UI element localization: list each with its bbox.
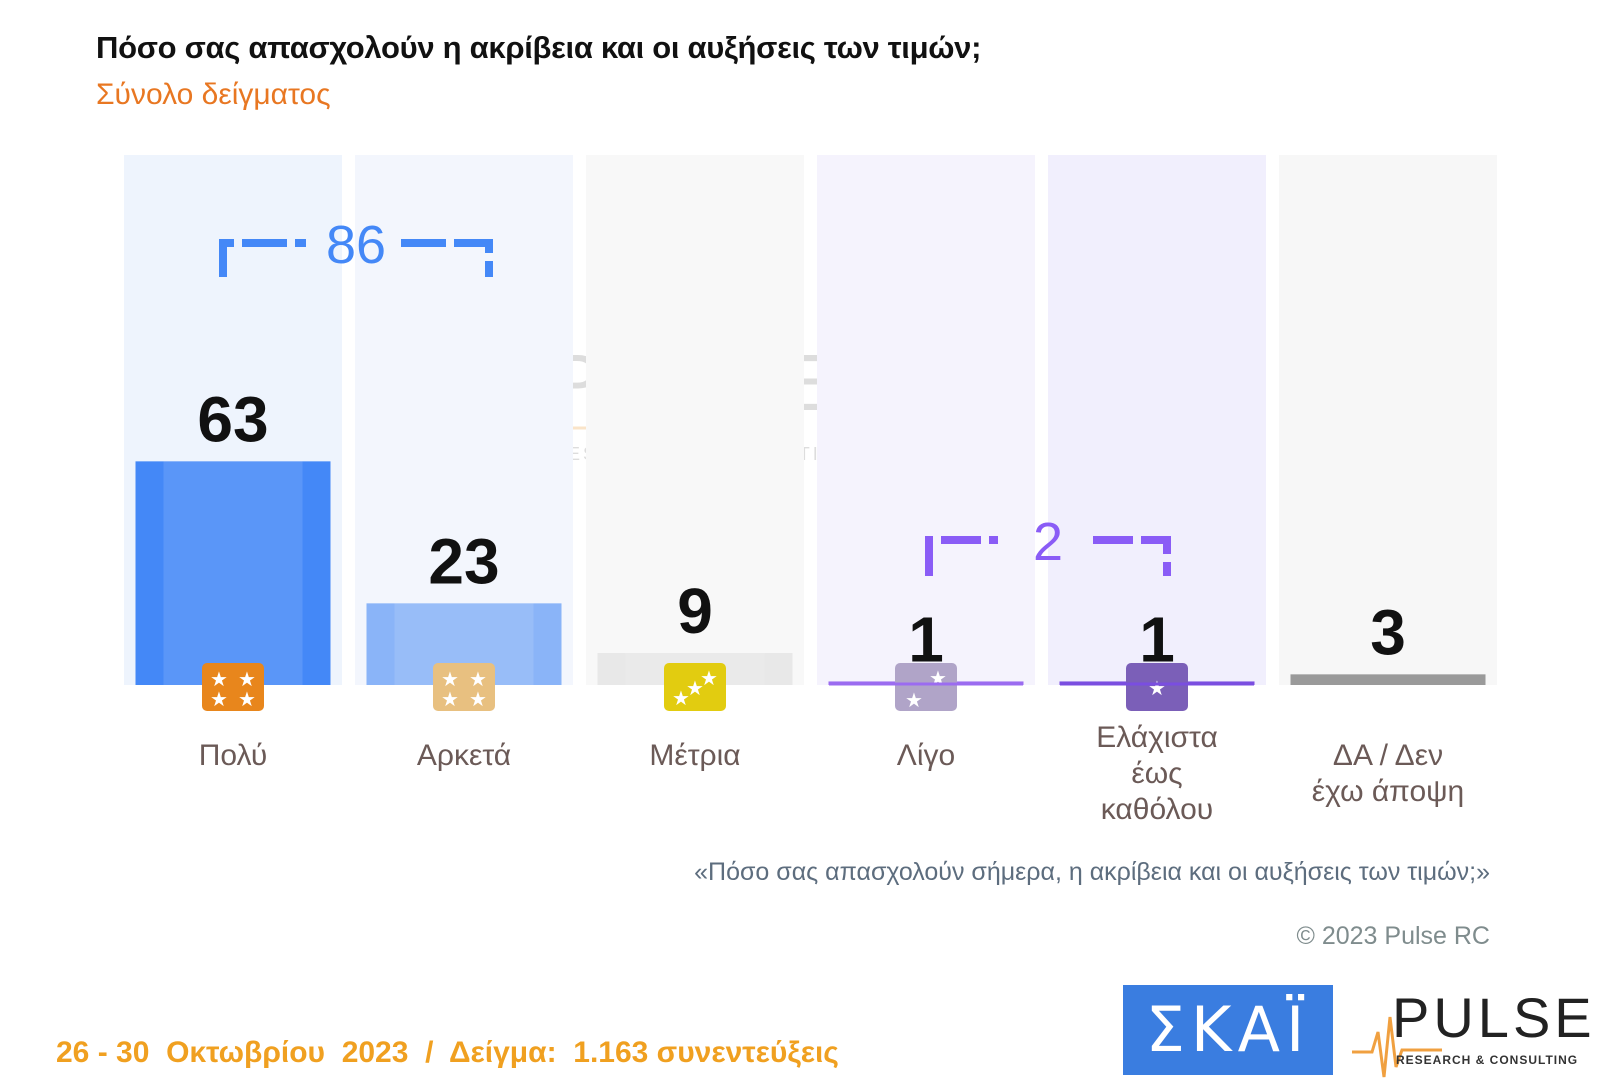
star-icon: ★ (469, 667, 487, 691)
category-label: Λίγο (897, 739, 955, 772)
star-icon: ★ (210, 687, 228, 711)
star-badge-icon (1126, 663, 1188, 711)
bar-highlight (163, 461, 303, 685)
group-total-label: 2 (1033, 512, 1063, 572)
star-icon: ★ (210, 667, 228, 691)
value-label: 63 (197, 383, 268, 455)
column-background (586, 155, 804, 685)
category-label: έχω άποψη (1312, 775, 1464, 808)
star-badge-icon (202, 663, 264, 711)
question-note: «Πόσο σας απασχολούν σήμερα, η ακρίβεια … (694, 858, 1490, 886)
chart-subtitle: Σύνολο δείγματος (96, 78, 331, 111)
bar (1290, 674, 1486, 685)
value-label: 3 (1370, 596, 1406, 668)
category-label: ΔΑ / Δεν (1333, 739, 1443, 772)
svg-text:PULSE: PULSE (1392, 986, 1592, 1049)
pulse-logo: PULSE RESEARCH & CONSULTING (1352, 986, 1592, 1078)
bar (135, 461, 331, 685)
category-label: Μέτρια (649, 739, 740, 772)
star-icon: ★ (672, 686, 690, 710)
column-background (1279, 155, 1497, 685)
star-icon: ★ (238, 687, 256, 711)
group-total-label: 86 (326, 215, 386, 275)
star-icon: ★ (469, 687, 487, 711)
category-label: έως (1131, 757, 1182, 790)
star-icon: ★ (441, 687, 459, 711)
column-background (1048, 155, 1266, 685)
group-bracket (219, 239, 493, 277)
star-icon: ★ (686, 676, 704, 700)
value-label: 23 (428, 525, 499, 597)
group-bracket (925, 536, 1171, 576)
category-label: Αρκετά (417, 739, 511, 772)
fieldwork-footer: 26 - 30 Οκτωβρίου 2023 / Δείγμα: 1.163 σ… (56, 1036, 839, 1069)
svg-text:RESEARCH & CONSULTING: RESEARCH & CONSULTING (1396, 1053, 1578, 1067)
star-icon: ★ (905, 688, 923, 712)
value-label: 9 (677, 575, 713, 647)
category-label: Πολύ (199, 739, 267, 772)
skai-logo: ΣΚΑΪ (1123, 985, 1333, 1075)
category-label: καθόλου (1101, 793, 1213, 826)
category-label: Ελάχιστα (1096, 721, 1218, 754)
star-icon: ★ (441, 667, 459, 691)
star-icon: ★ (1148, 676, 1166, 700)
star-icon: ★ (238, 667, 256, 691)
column-background (817, 155, 1035, 685)
copyright-note: © 2023 Pulse RC (1296, 922, 1490, 950)
star-icon: ★ (700, 666, 718, 690)
star-badge-icon (664, 663, 726, 711)
star-icon: ★ (929, 666, 947, 690)
star-badge-icon (433, 663, 495, 711)
chart-title: Πόσο σας απασχολούν η ακρίβεια και οι αυ… (96, 30, 982, 65)
star-badge-icon (895, 663, 957, 711)
